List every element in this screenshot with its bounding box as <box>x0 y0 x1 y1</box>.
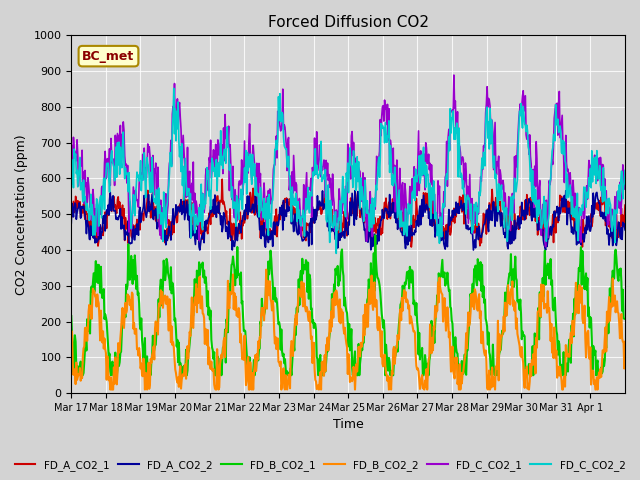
FD_A_CO2_1 <box>408 244 415 250</box>
Line: FD_C_CO2_1: FD_C_CO2_1 <box>71 75 625 247</box>
FD_A_CO2_1 <box>438 235 445 241</box>
FD_B_CO2_1 <box>235 272 243 278</box>
FD_C_CO2_2 <box>67 181 75 187</box>
FD_C_CO2_1 <box>234 215 242 220</box>
FD_B_CO2_1 <box>621 316 629 322</box>
FD_C_CO2_2 <box>235 216 243 222</box>
FD_C_CO2_1 <box>283 144 291 150</box>
Line: FD_B_CO2_2: FD_B_CO2_2 <box>71 270 625 390</box>
X-axis label: Time: Time <box>333 419 364 432</box>
FD_B_CO2_2 <box>235 305 243 311</box>
FD_B_CO2_2 <box>621 339 629 345</box>
FD_A_CO2_2 <box>407 229 415 235</box>
FD_C_CO2_2 <box>170 85 178 91</box>
Line: FD_A_CO2_1: FD_A_CO2_1 <box>71 179 625 247</box>
FD_A_CO2_2 <box>351 188 359 193</box>
FD_C_CO2_2 <box>132 183 140 189</box>
FD_B_CO2_1 <box>284 368 291 374</box>
FD_B_CO2_1 <box>371 232 379 238</box>
FD_A_CO2_1 <box>262 215 270 221</box>
FD_A_CO2_1 <box>621 202 629 208</box>
FD_A_CO2_2 <box>196 247 204 253</box>
FD_A_CO2_1 <box>406 233 413 239</box>
Line: FD_C_CO2_2: FD_C_CO2_2 <box>71 88 625 253</box>
FD_A_CO2_1 <box>132 224 140 230</box>
FD_C_CO2_2 <box>284 164 291 170</box>
FD_A_CO2_2 <box>235 221 243 227</box>
FD_C_CO2_2 <box>621 168 629 173</box>
FD_C_CO2_1 <box>436 229 444 235</box>
FD_B_CO2_2 <box>106 387 114 393</box>
FD_C_CO2_1 <box>67 166 75 172</box>
FD_B_CO2_1 <box>407 268 415 274</box>
FD_B_CO2_2 <box>438 290 445 296</box>
FD_B_CO2_1 <box>262 276 270 282</box>
FD_A_CO2_1 <box>218 176 226 182</box>
Y-axis label: CO2 Concentration (ppm): CO2 Concentration (ppm) <box>15 134 28 295</box>
FD_B_CO2_1 <box>438 266 445 272</box>
FD_C_CO2_1 <box>621 173 629 179</box>
FD_A_CO2_1 <box>67 211 75 217</box>
FD_A_CO2_2 <box>67 220 75 226</box>
FD_B_CO2_1 <box>75 372 83 378</box>
FD_B_CO2_1 <box>133 273 141 279</box>
FD_C_CO2_1 <box>450 72 458 78</box>
FD_C_CO2_1 <box>262 213 269 218</box>
FD_A_CO2_1 <box>284 196 291 202</box>
FD_A_CO2_2 <box>262 233 270 239</box>
FD_C_CO2_2 <box>407 202 415 208</box>
Line: FD_B_CO2_1: FD_B_CO2_1 <box>71 235 625 375</box>
Legend: FD_A_CO2_1, FD_A_CO2_2, FD_B_CO2_1, FD_B_CO2_2, FD_C_CO2_1, FD_C_CO2_2: FD_A_CO2_1, FD_A_CO2_2, FD_B_CO2_1, FD_B… <box>10 456 630 475</box>
FD_A_CO2_2 <box>438 238 445 243</box>
FD_B_CO2_2 <box>67 336 75 341</box>
Line: FD_A_CO2_2: FD_A_CO2_2 <box>71 191 625 250</box>
FD_B_CO2_2 <box>262 267 270 273</box>
FD_A_CO2_2 <box>284 196 291 202</box>
FD_C_CO2_1 <box>541 244 549 250</box>
FD_A_CO2_2 <box>132 231 140 237</box>
FD_A_CO2_2 <box>621 227 629 233</box>
FD_C_CO2_2 <box>332 251 340 256</box>
FD_B_CO2_2 <box>133 346 141 352</box>
Text: BC_met: BC_met <box>83 49 134 63</box>
FD_C_CO2_1 <box>132 197 140 203</box>
Title: Forced Diffusion CO2: Forced Diffusion CO2 <box>268 15 429 30</box>
FD_B_CO2_2 <box>284 380 292 385</box>
FD_B_CO2_1 <box>67 313 75 319</box>
FD_A_CO2_1 <box>235 227 243 232</box>
FD_C_CO2_2 <box>262 201 270 206</box>
FD_B_CO2_2 <box>407 313 415 319</box>
FD_C_CO2_2 <box>438 234 445 240</box>
FD_B_CO2_2 <box>263 306 271 312</box>
FD_C_CO2_1 <box>405 202 413 208</box>
